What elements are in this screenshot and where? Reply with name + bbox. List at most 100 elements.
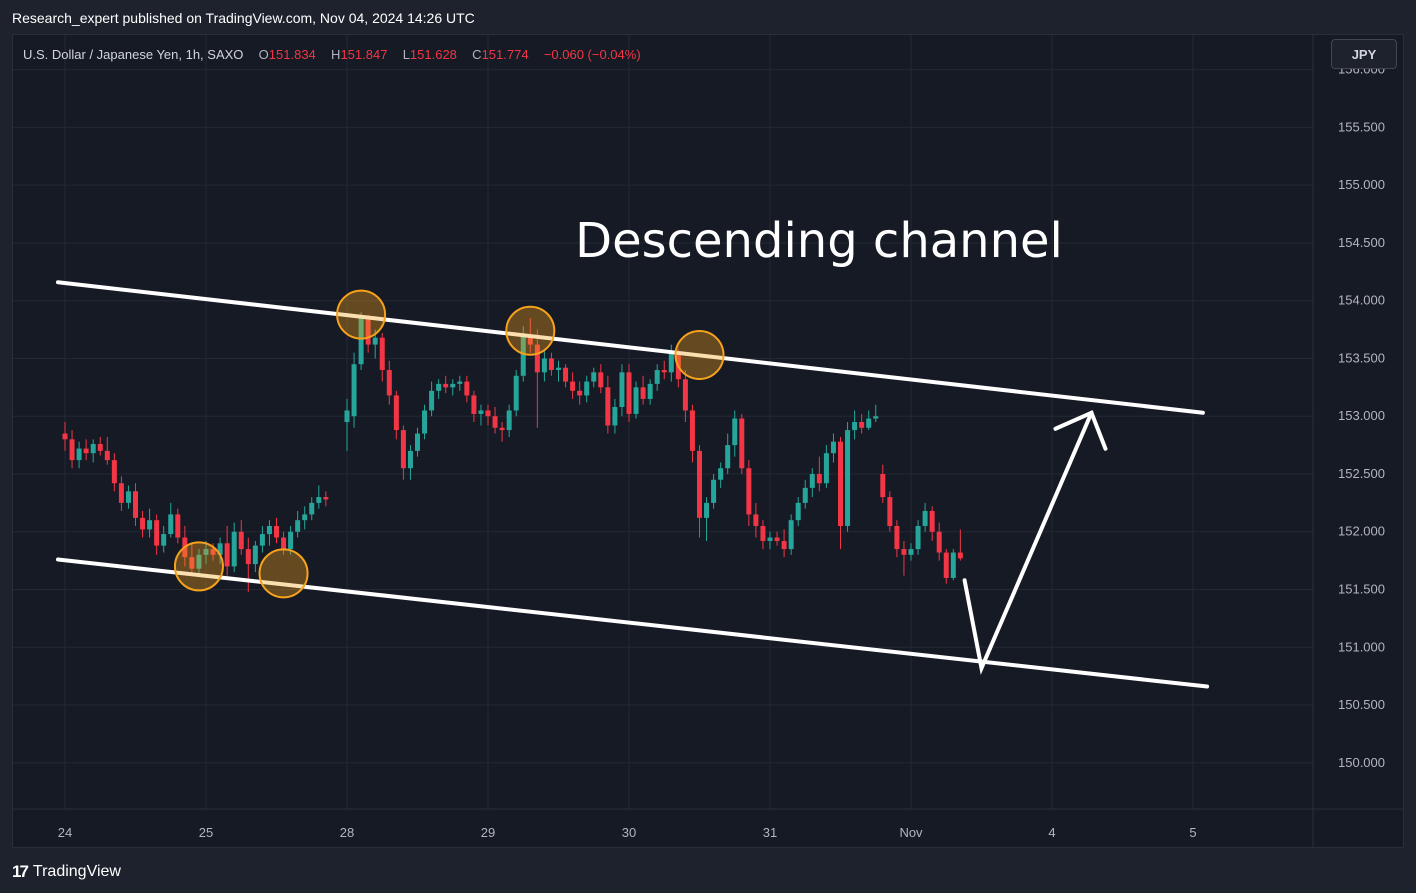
candle (415, 427, 420, 457)
candle-body (774, 537, 780, 541)
candle (457, 375, 463, 391)
high-label: H (331, 47, 341, 62)
candle-body (816, 473, 822, 484)
candle-body (880, 473, 886, 498)
candle (929, 506, 935, 541)
time-tick-label: 24 (58, 825, 72, 840)
candle-body (358, 318, 364, 365)
currency-button[interactable]: JPY (1331, 39, 1397, 69)
candle-body (436, 383, 442, 391)
candle-body (647, 383, 653, 399)
chart-frame[interactable]: Descending channel 156.000 155.500 155.000… (12, 34, 1404, 848)
candle (133, 483, 138, 526)
candle-body (196, 554, 202, 569)
candle (478, 404, 484, 426)
candle (556, 360, 561, 382)
candle-body (838, 441, 843, 526)
candle (908, 543, 914, 561)
candle (795, 497, 801, 526)
candle-body (809, 473, 815, 488)
candle (393, 390, 399, 440)
time-tick-label: 31 (763, 825, 777, 840)
candle (238, 520, 244, 555)
candle (499, 422, 505, 442)
candle-body (732, 418, 738, 446)
candle-body (513, 375, 519, 411)
candle (534, 329, 540, 428)
candle-body (471, 395, 477, 414)
candle (125, 485, 131, 509)
candle-body (633, 387, 639, 414)
candle (563, 364, 569, 388)
candle (845, 422, 851, 532)
close-label: C (472, 47, 482, 62)
candle-body (450, 383, 456, 388)
candle-body (936, 531, 942, 553)
candle-body (407, 450, 413, 469)
candle-body (753, 514, 759, 526)
candle-body (372, 337, 378, 345)
candle (203, 540, 209, 565)
candle (704, 497, 710, 541)
candle-body (415, 433, 420, 451)
candle-body (598, 372, 604, 388)
candle-body (323, 497, 329, 500)
candle (880, 464, 886, 503)
high-value: 151.847 (340, 47, 388, 62)
candle (147, 508, 153, 538)
open-label: O (258, 47, 269, 62)
candle (943, 549, 949, 584)
candle-body (485, 410, 491, 417)
time-tick-label: 29 (481, 825, 495, 840)
channel-lower-line (55, 557, 1210, 689)
candle (739, 413, 745, 474)
candle (612, 398, 618, 434)
touch-point-marker (258, 548, 309, 599)
candle-body (739, 418, 745, 469)
candle-body (612, 406, 618, 426)
candle-body (795, 502, 801, 521)
candle (443, 375, 449, 394)
candle-body (908, 549, 914, 555)
candle (386, 360, 392, 405)
candle-body (887, 497, 893, 526)
touch-point-marker (336, 289, 387, 340)
candle (838, 437, 843, 550)
candle-body (83, 448, 89, 454)
candle-body (309, 502, 315, 515)
candle (400, 425, 406, 480)
candle (351, 352, 357, 428)
symbol-name[interactable]: U.S. Dollar / Japanese Yen, 1h, SAXO (23, 47, 244, 62)
close-value: 151.774 (481, 47, 529, 62)
candle-body (584, 381, 590, 396)
brand-name: TradingView (32, 863, 121, 880)
candle-body (344, 410, 350, 422)
candle-body (76, 448, 82, 461)
time-tick-label: 25 (199, 825, 213, 840)
price-chart[interactable]: Descending channel 156.000155.500155.000… (13, 35, 1403, 847)
candle-body (499, 427, 505, 431)
candle (915, 520, 921, 555)
candle-body (161, 534, 167, 546)
time-tick-label: 4 (1048, 825, 1055, 840)
candle-body (316, 497, 322, 503)
candle-body (266, 525, 272, 535)
touch-point-marker (674, 329, 725, 380)
candle (224, 525, 230, 576)
candle-body (922, 510, 928, 526)
candle (252, 540, 258, 573)
projection-arrowhead (1053, 410, 1108, 451)
tradingview-brand[interactable]: 17 TradingView (12, 862, 121, 882)
candle (591, 367, 597, 388)
candle (154, 514, 160, 555)
candle-body (859, 422, 865, 428)
touch-point-marker (173, 541, 224, 592)
candle-body (189, 557, 195, 569)
candle (654, 364, 660, 391)
candle (774, 531, 780, 546)
candle (323, 491, 329, 507)
price-tick-label: 154.500 (1338, 235, 1385, 250)
candle (541, 349, 547, 382)
low-value: 151.628 (409, 47, 457, 62)
candle-body (697, 450, 702, 518)
